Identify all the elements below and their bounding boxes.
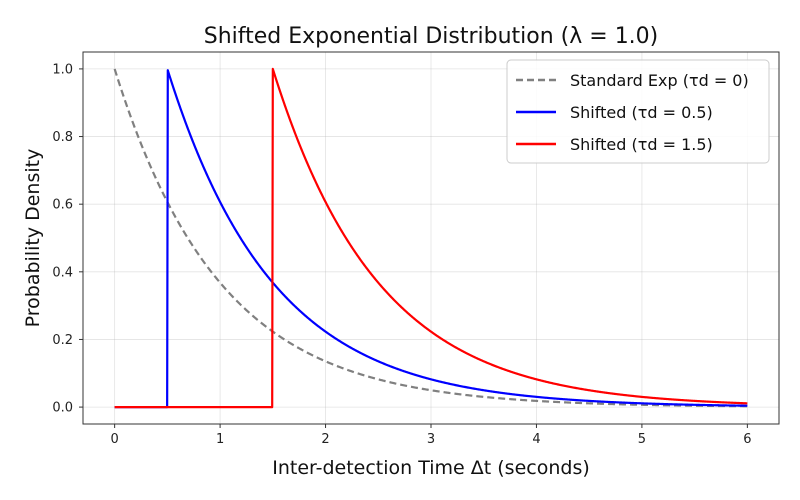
series-lines bbox=[113, 67, 748, 409]
y-tick-label: 0.8 bbox=[52, 130, 73, 145]
legend-box bbox=[506, 59, 770, 164]
x-tick-label: 6 bbox=[743, 432, 751, 447]
x-tick-label: 1 bbox=[216, 432, 224, 447]
y-axis: 0.0 0.2 0.4 0.6 0.8 1.0 bbox=[52, 62, 83, 416]
y-tick-label: 0.0 bbox=[52, 401, 73, 416]
x-tick-label: 0 bbox=[110, 432, 118, 447]
x-tick-label: 2 bbox=[321, 432, 329, 447]
series-line bbox=[114, 67, 748, 409]
x-axis: 0 1 2 3 4 5 6 bbox=[110, 424, 752, 447]
x-tick-label: 3 bbox=[427, 432, 435, 447]
series-line bbox=[114, 69, 748, 409]
y-tick-label: 0.4 bbox=[52, 265, 73, 280]
y-tick-label: 0.2 bbox=[52, 333, 73, 348]
x-tick-label: 5 bbox=[638, 432, 646, 447]
legend-label: Shifted (τd = 1.5) bbox=[570, 135, 713, 154]
x-axis-label: Inter-detection Time Δt (seconds) bbox=[272, 457, 590, 479]
y-tick-label: 1.0 bbox=[52, 62, 73, 77]
legend-label: Standard Exp (τd = 0) bbox=[570, 71, 749, 90]
chart-title: Shifted Exponential Distribution (λ = 1.… bbox=[204, 24, 659, 49]
legend-label: Shifted (τd = 0.5) bbox=[570, 103, 713, 122]
legend: Standard Exp (τd = 0) Shifted (τd = 0.5) S… bbox=[506, 59, 770, 164]
series-line bbox=[113, 68, 748, 408]
y-tick-label: 0.6 bbox=[52, 198, 73, 213]
x-tick-label: 4 bbox=[532, 432, 540, 447]
y-axis-label: Probability Density bbox=[22, 149, 44, 328]
